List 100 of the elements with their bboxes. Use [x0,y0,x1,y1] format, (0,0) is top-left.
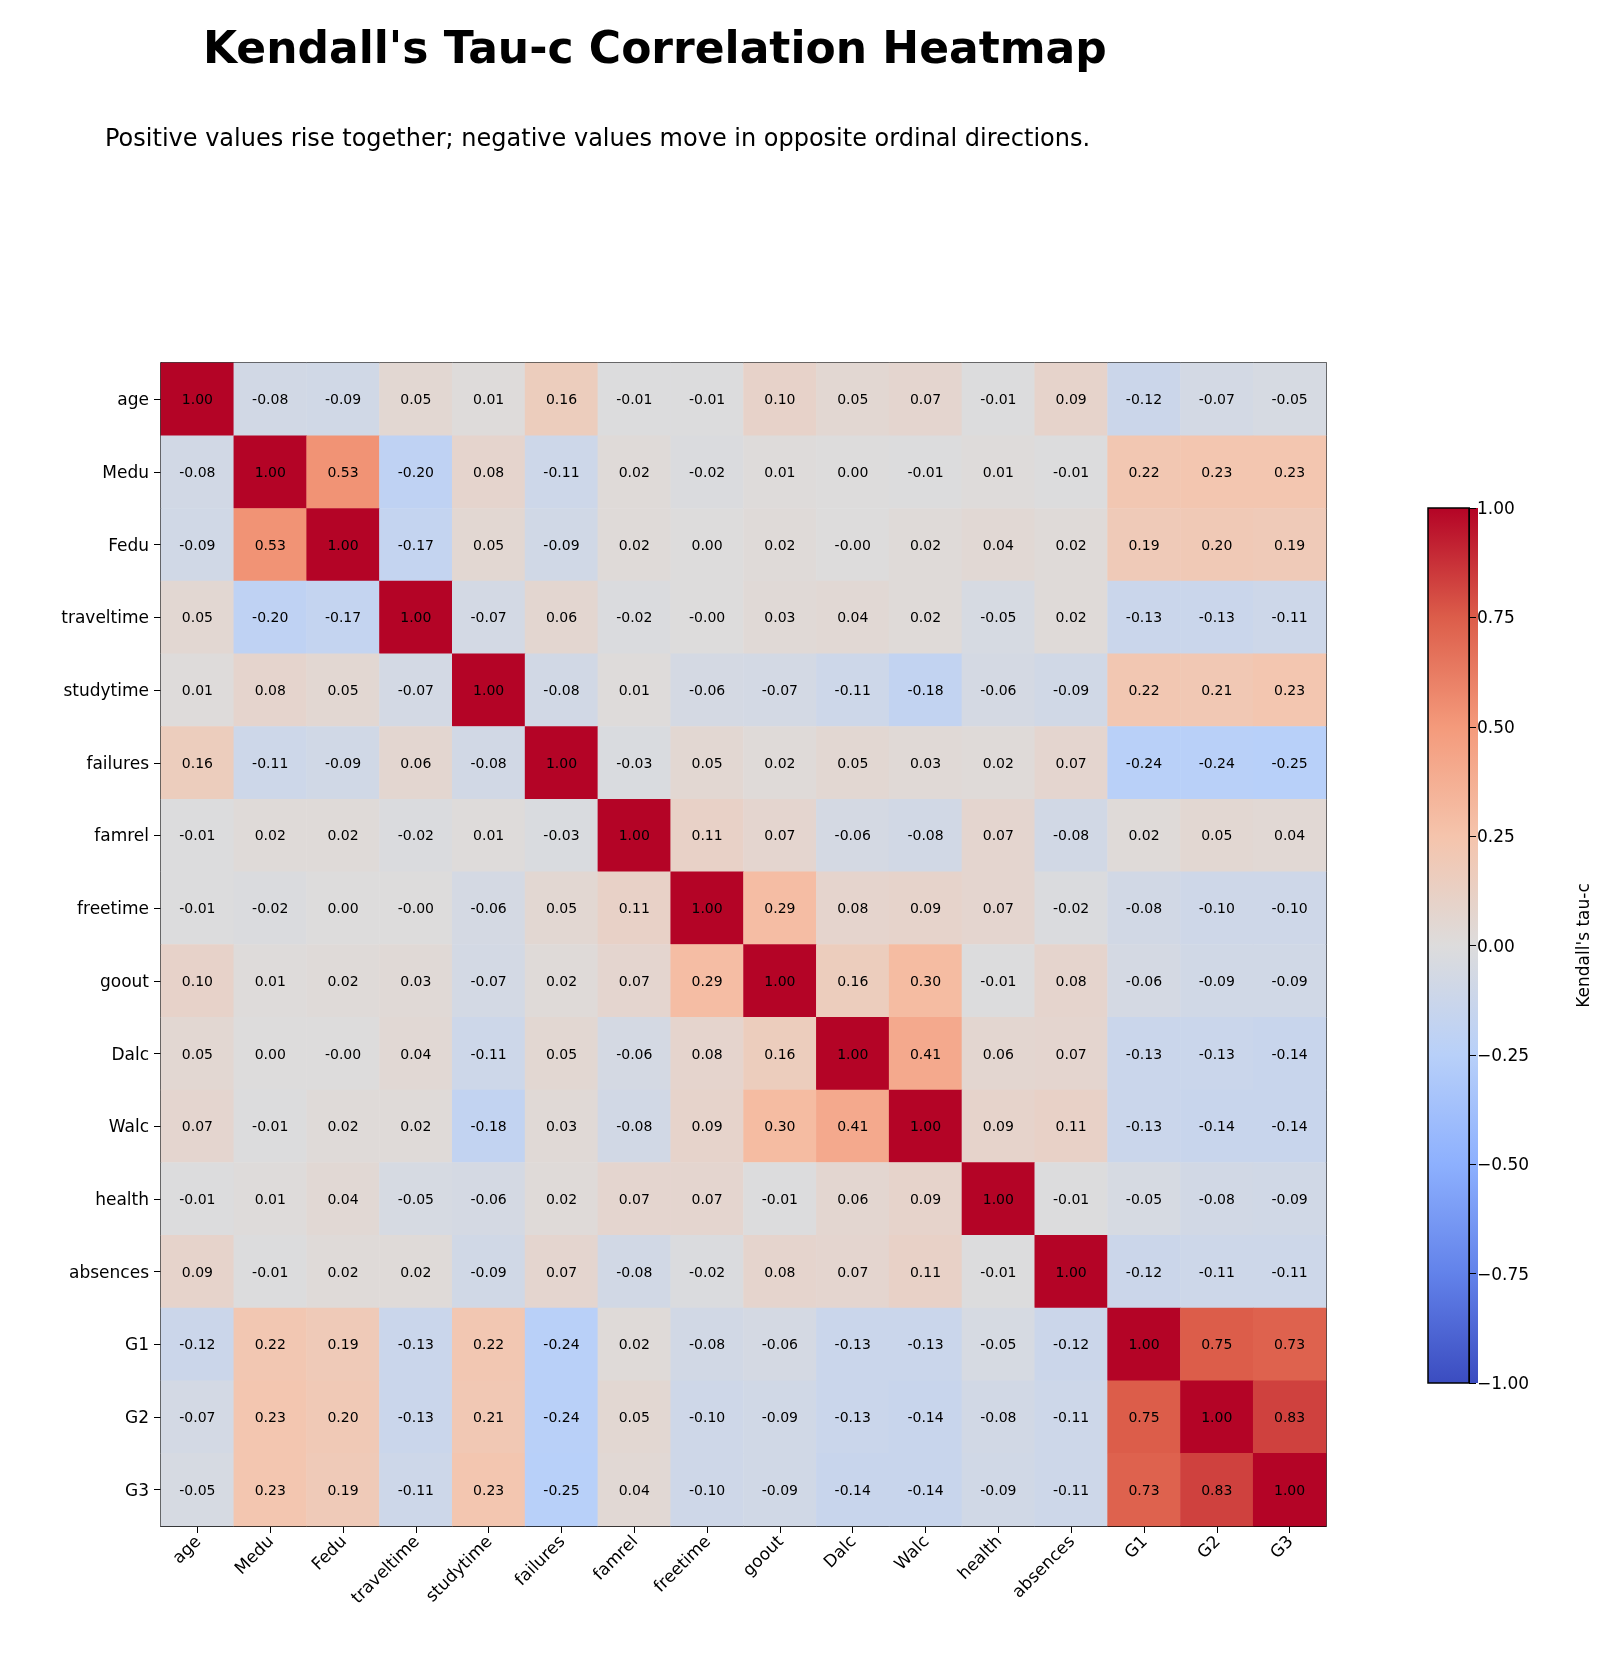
y-tick-label: age [117,389,149,410]
data-label: -0.09 [324,754,362,771]
color-bar-label: 0.25 [1477,826,1515,847]
data-label: -0.11 [397,1481,434,1498]
data-label: 0.08 [473,464,505,481]
data-label: 0.20 [327,1408,359,1425]
data-label: -0.06 [470,1190,507,1207]
data-label: 0.22 [1128,682,1160,699]
data-label: -0.00 [834,536,871,553]
data-label: -0.08 [179,464,216,481]
data-label: 1.00 [982,1190,1014,1207]
data-label: 0.23 [1274,682,1306,699]
data-label: -0.06 [688,682,726,699]
data-label: -0.09 [470,1263,507,1280]
data-label: 1.00 [909,1118,942,1135]
data-label: -0.05 [980,609,1017,626]
data-label: 0.19 [1274,536,1306,553]
data-label: -0.08 [252,391,289,408]
data-label: 0.11 [1055,1118,1087,1135]
data-label: 0.16 [837,972,869,989]
data-label: -0.08 [980,1408,1017,1425]
data-label: 0.02 [400,1118,432,1135]
data-label: -0.13 [1125,1118,1163,1135]
data-label: -0.06 [470,900,507,917]
data-label: -0.13 [907,1336,944,1353]
data-label: -0.08 [688,1336,726,1353]
data-label: 0.05 [618,1408,650,1425]
y-tick-label: Medu [102,462,149,483]
data-label: 0.83 [1274,1408,1306,1425]
data-label: 0.02 [764,754,796,771]
data-label: 0.22 [254,1336,286,1353]
data-label: -0.01 [179,827,216,844]
data-label: -0.25 [1271,754,1308,771]
data-label: 1.00 [837,1045,869,1062]
data-label: -0.12 [1125,391,1163,408]
data-label: -0.07 [397,682,434,699]
data-label: 0.05 [473,536,505,553]
data-label: -0.14 [1198,1118,1235,1135]
chart-title: Kendall's Tau-c Correlation Heatmap [203,21,1107,73]
data-label: -0.01 [761,1190,799,1207]
data-label: -0.12 [179,1336,216,1353]
data-label: 0.09 [691,1118,723,1135]
data-label: -0.20 [397,464,434,481]
y-tick-label: goout [99,970,150,991]
y-tick-label: G2 [125,1406,149,1427]
y-tick-label: Dalc [111,1043,149,1064]
data-label: 0.29 [691,972,723,989]
data-label: -0.06 [761,1336,799,1353]
data-label: 0.02 [545,972,578,989]
data-label: -0.08 [1198,1190,1235,1207]
data-label: 0.06 [982,1045,1015,1062]
color-bar-label: −1.00 [1477,1373,1530,1393]
data-label: 0.11 [909,1263,942,1280]
data-label: 0.07 [837,1263,869,1280]
data-label: 0.07 [1055,1045,1087,1062]
data-label: -0.08 [907,827,944,844]
data-label: 1.00 [764,972,796,989]
data-label: 0.23 [473,1481,505,1498]
data-label: -0.11 [1053,1408,1090,1425]
data-label: -0.11 [1271,1263,1308,1280]
data-label: 0.08 [764,1263,796,1280]
data-label: -0.14 [1271,1118,1308,1135]
data-label: -0.02 [688,1263,726,1280]
color-bar-label: 1.00 [1477,498,1515,518]
y-tick-label: absences [69,1261,150,1282]
data-label: 0.05 [181,609,213,626]
data-label: 1.00 [181,391,213,408]
data-label: 0.07 [618,1190,650,1207]
data-label: 0.05 [691,754,723,771]
data-label: -0.09 [1053,682,1090,699]
y-tick-label: freetime [77,898,149,919]
data-label: 0.02 [400,1263,432,1280]
data-label: -0.10 [688,1408,726,1425]
data-label: 0.05 [837,754,869,771]
data-label: -0.10 [1198,900,1235,917]
data-label: 0.02 [1055,609,1087,626]
data-label: 0.07 [982,900,1014,917]
data-label: 0.21 [1201,682,1233,699]
data-label: 0.53 [254,536,286,553]
data-label: 0.07 [181,1118,213,1135]
data-label: 0.09 [909,1190,942,1207]
data-label: -0.14 [907,1408,944,1425]
data-label: -0.13 [1125,609,1163,626]
data-label: 1.00 [545,754,578,771]
data-label: 0.75 [1128,1408,1160,1425]
data-label: 0.02 [327,1118,359,1135]
data-label: 0.41 [909,1045,942,1062]
data-label: 0.01 [764,464,796,481]
data-label: -0.08 [543,682,580,699]
data-label: -0.13 [834,1336,871,1353]
data-label: 1.00 [1201,1408,1233,1425]
data-label: 0.01 [473,391,505,408]
data-label: 0.09 [1055,391,1087,408]
data-label: 0.10 [764,391,796,408]
data-label: -0.09 [980,1481,1017,1498]
data-label: 0.06 [837,1190,869,1207]
data-label: 0.01 [982,464,1014,481]
data-label: 0.02 [618,536,650,553]
data-label: 0.02 [618,464,650,481]
data-label: 0.73 [1128,1481,1160,1498]
